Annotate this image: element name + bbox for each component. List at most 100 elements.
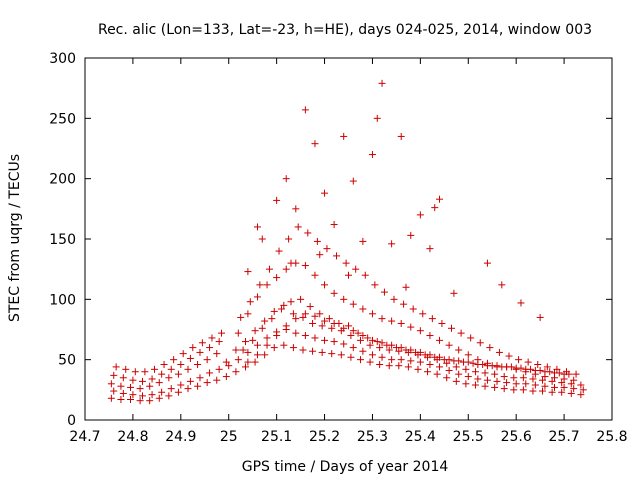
data-point	[215, 338, 223, 346]
x-tick-label: 25.2	[309, 429, 340, 445]
data-point	[407, 323, 415, 331]
data-point	[416, 211, 424, 219]
data-point	[452, 363, 460, 371]
x-tick-label: 24.9	[165, 429, 196, 445]
data-point	[385, 362, 393, 370]
data-point	[443, 359, 451, 367]
data-point	[150, 365, 158, 373]
data-point	[560, 370, 568, 378]
data-point	[503, 363, 511, 371]
data-point	[397, 132, 405, 140]
data-point	[234, 356, 242, 364]
data-point	[112, 363, 120, 371]
data-point	[510, 374, 518, 382]
x-tick-label: 25.4	[405, 429, 436, 445]
data-point	[136, 385, 144, 393]
data-point	[311, 271, 319, 279]
data-point	[505, 352, 513, 360]
data-point	[438, 319, 446, 327]
data-point	[110, 387, 118, 395]
data-point	[560, 383, 568, 391]
data-point	[495, 348, 503, 356]
data-point	[483, 259, 491, 267]
data-point	[177, 360, 185, 368]
data-point	[333, 252, 341, 260]
data-point	[474, 375, 482, 383]
y-tick-label: 250	[49, 111, 76, 127]
data-point	[548, 377, 556, 385]
data-point	[361, 271, 369, 279]
y-axis-ticks: 0 50 100 150 200 250 300	[49, 51, 612, 429]
data-point	[225, 362, 233, 370]
data-point	[313, 237, 321, 245]
data-point	[345, 322, 352, 330]
data-point	[469, 359, 477, 367]
data-point	[251, 358, 259, 366]
data-point	[368, 336, 376, 344]
data-point	[323, 245, 331, 253]
data-point	[385, 346, 393, 354]
data-point	[448, 324, 456, 332]
data-point	[536, 313, 544, 321]
x-tick-label: 25.7	[549, 429, 580, 445]
x-tick-label: 25.3	[357, 429, 388, 445]
data-point	[237, 313, 245, 321]
data-point	[287, 259, 295, 267]
data-point	[239, 346, 247, 354]
data-point	[330, 338, 338, 346]
data-point	[273, 332, 281, 340]
data-point	[318, 348, 326, 356]
data-point	[184, 385, 192, 393]
data-point	[289, 310, 297, 318]
data-point	[208, 334, 216, 342]
data-point	[390, 295, 398, 303]
x-tick-label: 25.6	[501, 429, 532, 445]
data-point	[119, 374, 127, 382]
data-point	[206, 344, 214, 352]
data-point	[541, 382, 549, 390]
x-tick-label: 24.8	[117, 429, 148, 445]
data-point	[292, 315, 300, 323]
data-point	[325, 315, 333, 323]
data-point	[577, 381, 585, 389]
data-point	[503, 379, 511, 387]
data-point	[304, 229, 312, 237]
data-point	[397, 319, 405, 327]
data-point	[407, 357, 415, 365]
data-point	[222, 373, 230, 381]
data-point	[541, 368, 549, 376]
data-point	[345, 271, 352, 279]
data-point	[167, 365, 175, 373]
data-point	[378, 79, 386, 87]
data-point	[184, 365, 192, 373]
data-point	[359, 305, 367, 313]
data-point	[196, 348, 204, 356]
data-point	[400, 300, 408, 308]
data-point	[129, 391, 137, 399]
data-point	[244, 268, 252, 276]
data-point	[194, 382, 202, 390]
data-point	[110, 371, 118, 379]
x-tick-label: 25.1	[261, 429, 292, 445]
data-point	[148, 391, 156, 399]
data-point	[486, 344, 494, 352]
data-point	[107, 394, 115, 402]
data-point	[340, 132, 348, 140]
data-point	[378, 339, 386, 347]
data-point	[160, 360, 168, 368]
data-point	[321, 189, 329, 197]
data-point	[443, 374, 451, 382]
data-point	[122, 365, 130, 373]
data-point	[253, 223, 261, 231]
data-point	[241, 363, 249, 371]
data-point	[244, 310, 252, 318]
data-point	[270, 344, 278, 352]
data-point	[416, 327, 424, 335]
data-point	[321, 336, 329, 344]
y-axis-label: STEC from uqrg / TECUs	[7, 154, 23, 322]
data-point	[292, 329, 300, 337]
data-point	[232, 368, 240, 376]
data-point	[352, 265, 360, 273]
data-point	[297, 295, 305, 303]
